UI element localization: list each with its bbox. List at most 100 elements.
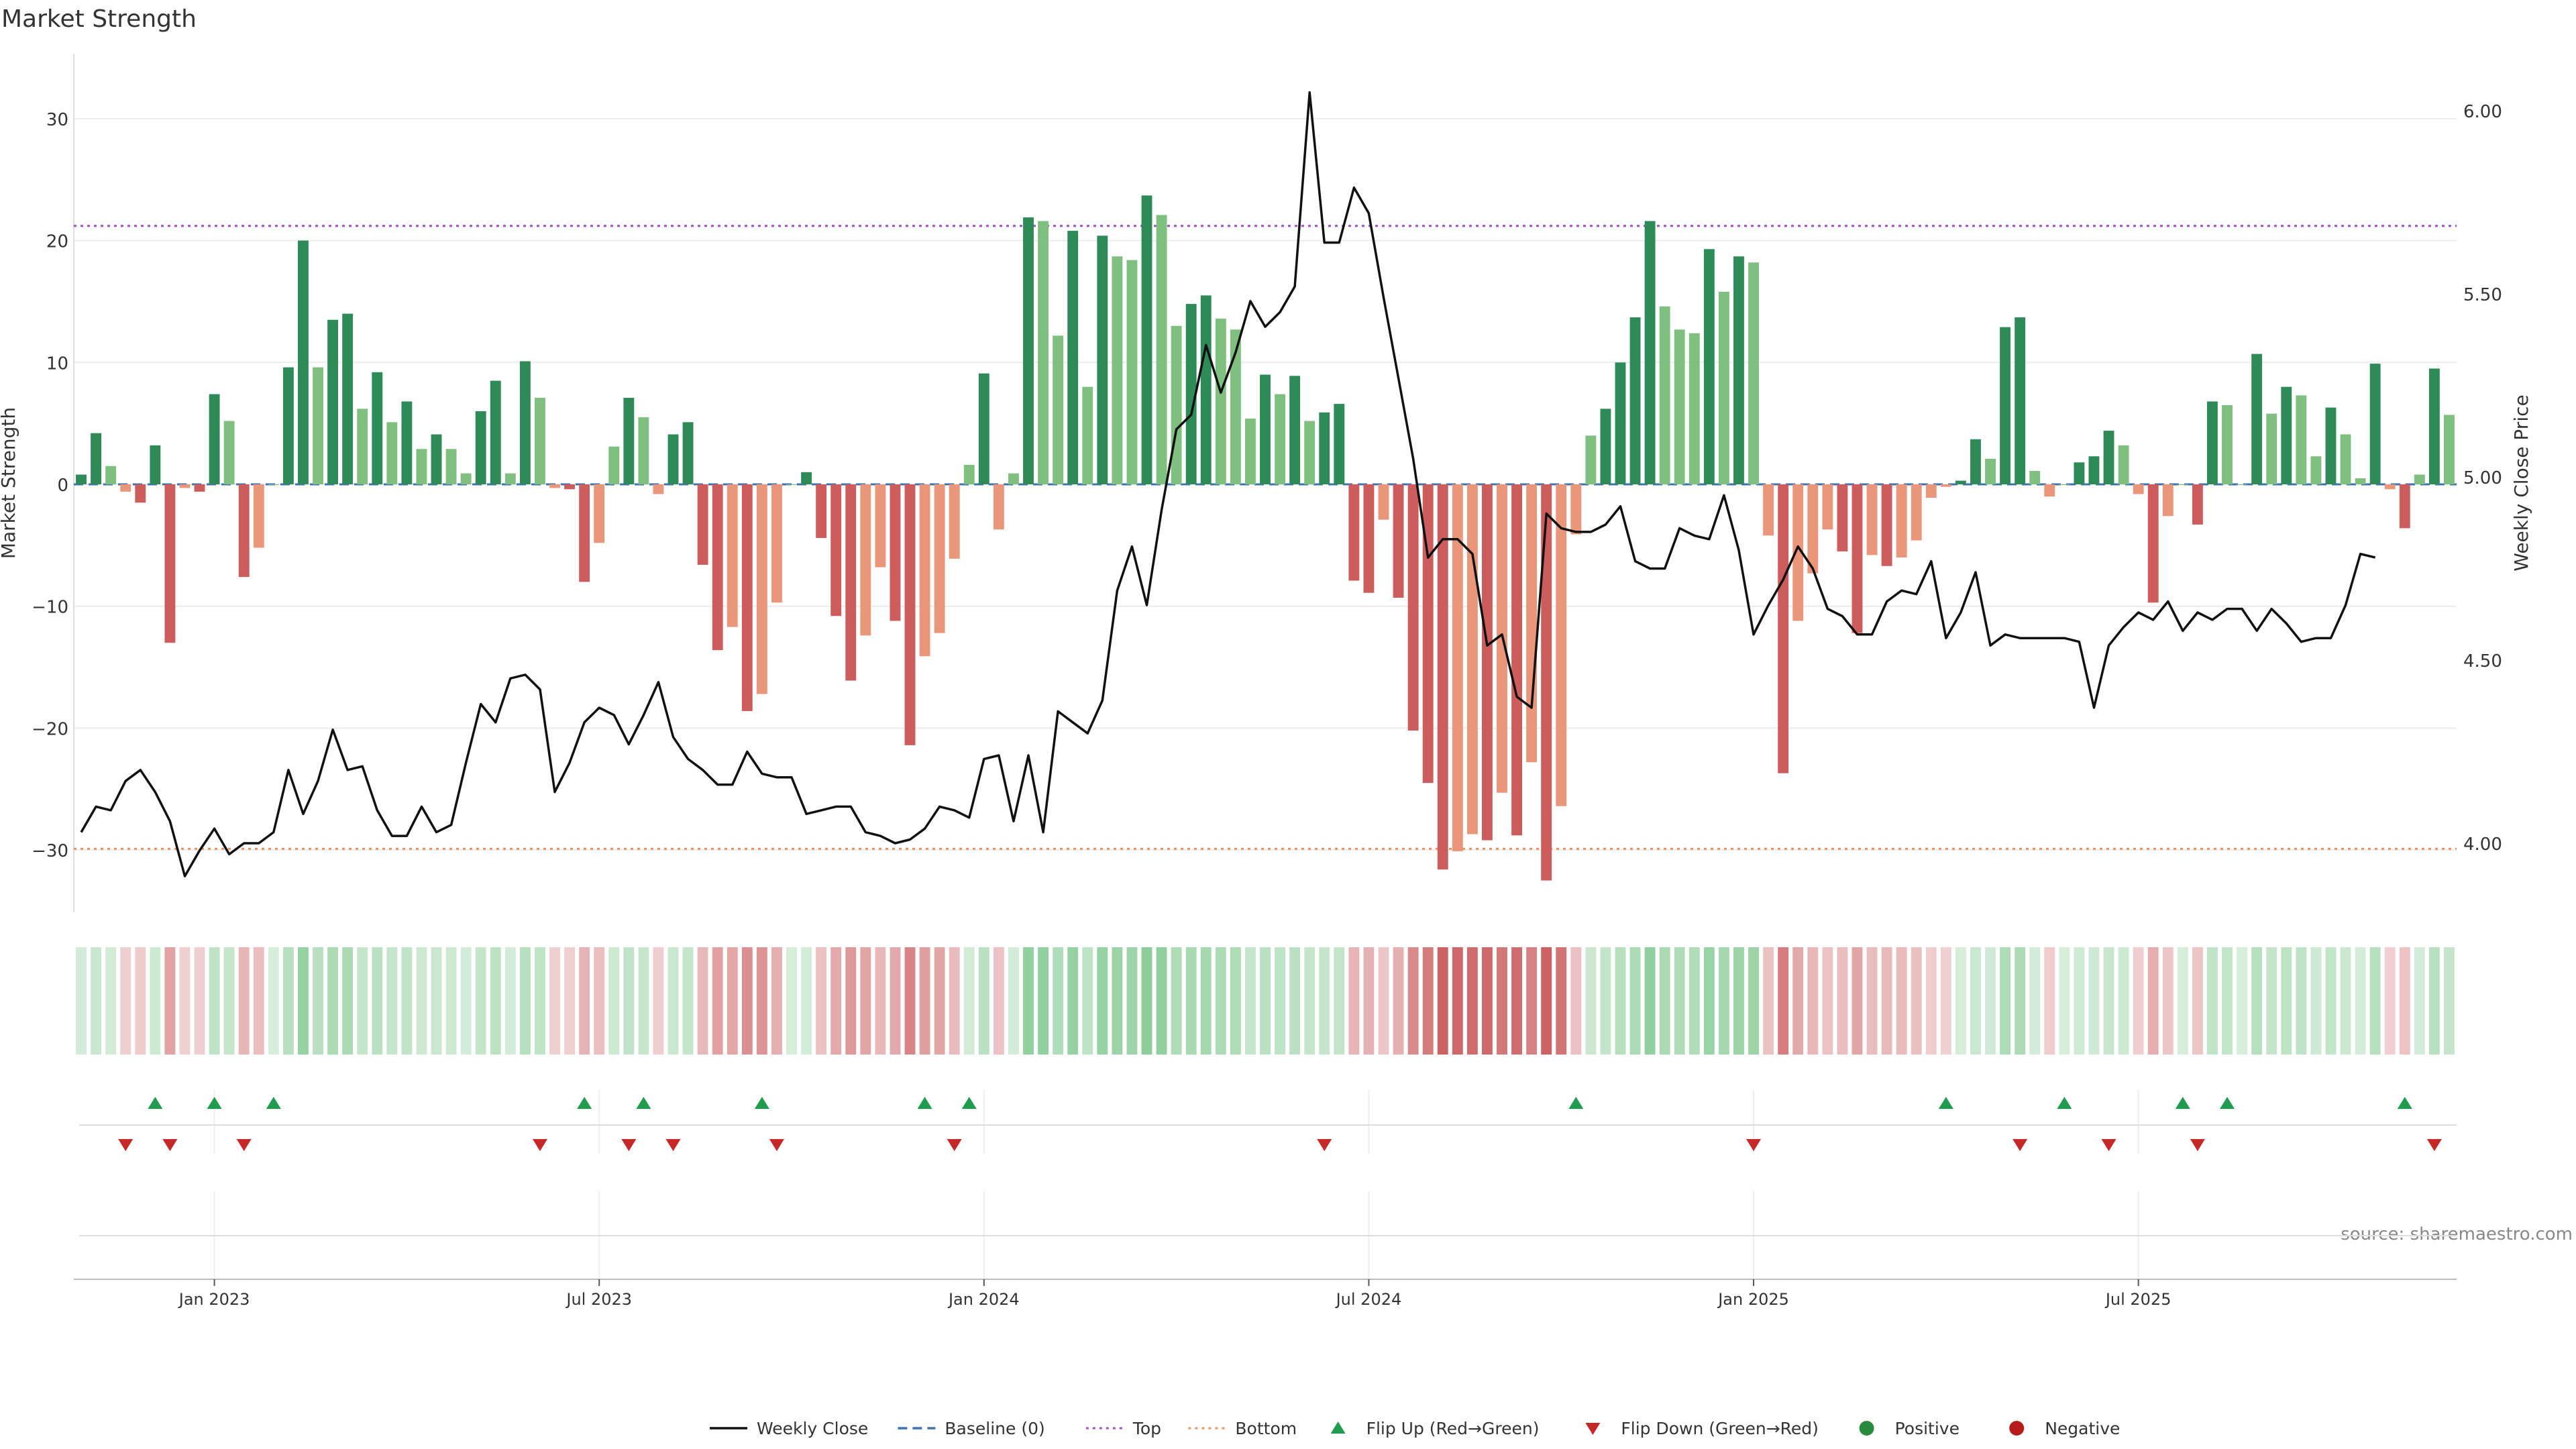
heat-cell	[194, 947, 205, 1055]
flip-up-marker	[148, 1097, 163, 1109]
heat-cell	[1363, 947, 1375, 1055]
heat-cell	[594, 947, 605, 1055]
heat-cell	[697, 947, 708, 1055]
heat-cell	[105, 947, 117, 1055]
heat-cell	[1497, 947, 1507, 1055]
heat-cell	[963, 947, 975, 1055]
strength-bar	[978, 373, 989, 484]
heat-cell	[1778, 947, 1789, 1055]
strength-bar	[594, 484, 605, 543]
heat-cell	[1955, 947, 1966, 1055]
heat-cell	[2088, 947, 2100, 1055]
heat-cell	[282, 947, 294, 1055]
legend-label: Positive	[1895, 1419, 1960, 1438]
strength-bar	[164, 484, 176, 643]
heat-cell	[1289, 947, 1301, 1055]
strength-bar	[1541, 484, 1552, 881]
heat-cell	[934, 947, 945, 1055]
strength-bar	[2059, 484, 2070, 485]
strength-bar	[2355, 478, 2366, 484]
heat-cell	[1422, 947, 1434, 1055]
strength-bar	[1008, 473, 1019, 484]
strength-bar	[1526, 484, 1538, 763]
strength-bar	[327, 319, 339, 484]
x-tick-label: Jan 2025	[1717, 1290, 1789, 1309]
heat-cell	[1067, 947, 1079, 1055]
heat-cell	[1970, 947, 1981, 1055]
strength-bar	[1171, 325, 1182, 484]
strength-bar	[357, 409, 368, 484]
heat-cell	[135, 947, 146, 1055]
heat-cell	[993, 947, 1004, 1055]
flip-down-marker	[2101, 1139, 2116, 1151]
heat-cell	[860, 947, 871, 1055]
flip-up-marker	[577, 1097, 592, 1109]
heat-cell	[1348, 947, 1360, 1055]
heat-cell	[653, 947, 664, 1055]
strength-bar	[313, 367, 323, 484]
heat-cell	[2059, 947, 2070, 1055]
strength-bar	[1703, 249, 1715, 484]
strength-bar	[1925, 484, 1937, 498]
heat-cell	[1940, 947, 1951, 1055]
strength-bar	[1141, 195, 1152, 484]
heat-cell	[223, 947, 235, 1055]
heat-cell	[1407, 947, 1419, 1055]
heat-cell	[2414, 947, 2425, 1055]
heat-cell	[1275, 947, 1286, 1055]
heat-cell	[2133, 947, 2144, 1055]
legend-item: Flip Down (Green→Red)	[1585, 1419, 1819, 1438]
strength-bar	[1185, 304, 1197, 484]
heat-cell	[1718, 947, 1729, 1055]
strength-bar	[608, 446, 620, 484]
heat-cell	[268, 947, 279, 1055]
strength-bar	[209, 394, 220, 484]
flip-down-marker	[2426, 1139, 2442, 1151]
heat-cell	[1644, 947, 1656, 1055]
strength-bar	[1763, 484, 1774, 536]
strength-bar	[2237, 484, 2248, 485]
heat-cell	[1097, 947, 1108, 1055]
heat-cell	[2325, 947, 2337, 1055]
heat-cell	[475, 947, 486, 1055]
heat-cell	[549, 947, 560, 1055]
strength-bar	[1275, 394, 1286, 484]
heat-cell	[431, 947, 442, 1055]
heat-cell	[490, 947, 501, 1055]
strength-bar	[1097, 235, 1108, 484]
strength-bar	[934, 484, 945, 633]
strength-bar	[1082, 386, 1093, 484]
heat-cell	[2103, 947, 2114, 1055]
strength-bar	[2296, 395, 2307, 484]
heat-cell	[357, 947, 368, 1055]
legend-item: Baseline (0)	[898, 1419, 1045, 1438]
flip-down-marker	[118, 1139, 133, 1151]
strength-bar	[1955, 480, 1966, 484]
strength-bar	[2310, 456, 2322, 484]
heat-cell	[504, 947, 516, 1055]
chart-title: Market Strength	[1, 5, 197, 33]
strength-bar	[194, 484, 205, 492]
y2-tick-label: 5.00	[2463, 468, 2502, 488]
strength-bar	[1556, 484, 1567, 806]
strength-bar	[741, 484, 753, 711]
heat-cell	[2369, 947, 2381, 1055]
y-tick-label: 30	[46, 110, 68, 130]
strength-bar	[667, 434, 679, 484]
strength-bar	[1363, 484, 1375, 593]
heat-cell	[164, 947, 176, 1055]
heat-cell	[2177, 947, 2188, 1055]
strength-bar	[135, 484, 146, 503]
heat-cell	[1763, 947, 1774, 1055]
strength-bar	[282, 367, 294, 484]
strength-bar	[268, 484, 279, 485]
strength-bar	[993, 484, 1004, 530]
heat-cell	[1792, 947, 1804, 1055]
legend-circle-icon	[1859, 1421, 1874, 1436]
heat-cell	[741, 947, 753, 1055]
heat-cell	[179, 947, 191, 1055]
heat-cell	[342, 947, 354, 1055]
strength-bar	[1644, 221, 1656, 484]
heat-cell	[1334, 947, 1345, 1055]
heat-cell	[949, 947, 960, 1055]
